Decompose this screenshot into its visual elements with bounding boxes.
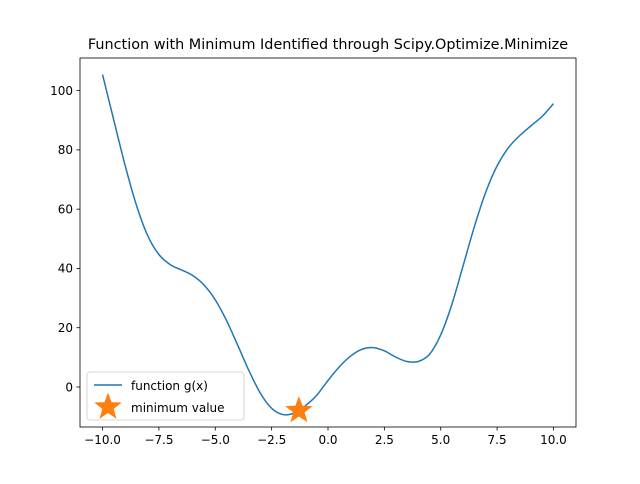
x-tick-label: 7.5	[488, 433, 507, 447]
series-layer	[101, 74, 555, 423]
y-tick-label: 100	[50, 84, 73, 98]
legend-box	[86, 371, 245, 421]
y-tick-label: 20	[58, 321, 73, 335]
x-tick-label: 2.5	[375, 433, 394, 447]
y-tick-label: 80	[58, 143, 73, 157]
minimum-star-marker	[285, 396, 313, 423]
x-axis: −10.0 −7.5 −5.0 −2.5 0.0 2.5 5.0 7.5 10.0	[84, 427, 567, 447]
legend: function g(x) minimum value	[86, 371, 245, 421]
x-tick-label: −5.0	[201, 433, 230, 447]
y-tick-label: 0	[65, 380, 73, 394]
y-tick-label: 40	[58, 262, 73, 276]
legend-star-swatch	[94, 392, 122, 419]
x-tick-label: −2.5	[257, 433, 286, 447]
y-axis: 0 20 40 60 80 100	[50, 84, 80, 394]
x-tick-label: 0.0	[318, 433, 337, 447]
legend-label-function: function g(x)	[131, 379, 208, 393]
x-tick-label: −7.5	[144, 433, 173, 447]
x-tick-label: 5.0	[431, 433, 450, 447]
x-tick-label: −10.0	[84, 433, 121, 447]
legend-label-minimum: minimum value	[131, 401, 225, 415]
y-tick-label: 60	[58, 202, 73, 216]
chart-title: Function with Minimum Identified through…	[88, 37, 568, 53]
series-line-function	[101, 74, 555, 416]
x-tick-label: 10.0	[540, 433, 567, 447]
